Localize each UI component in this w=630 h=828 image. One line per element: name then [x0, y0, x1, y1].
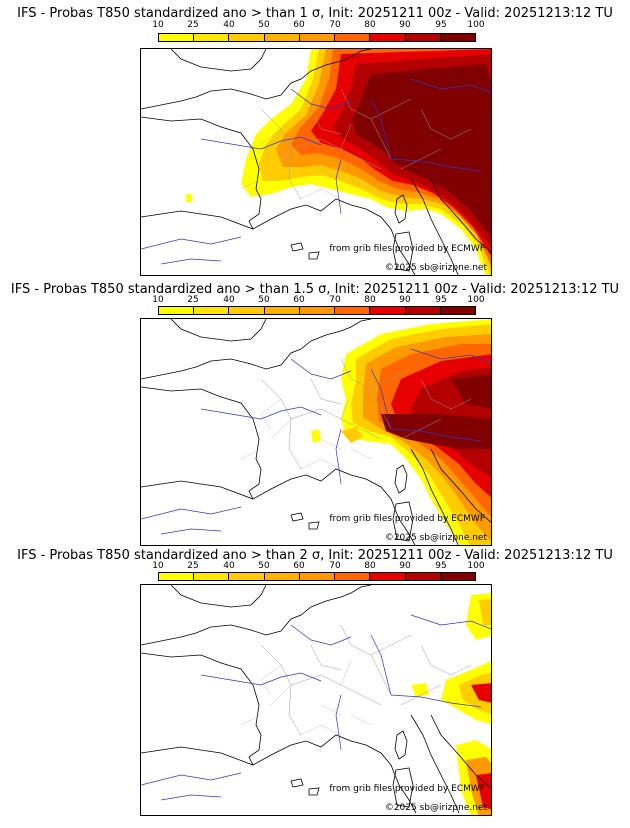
- tick: 100: [467, 20, 485, 30]
- tick: 60: [293, 295, 305, 305]
- tick: 90: [399, 295, 411, 305]
- tick: 25: [187, 561, 199, 571]
- probability-map: from grib files provided by ECMWF ©2025 …: [140, 48, 492, 276]
- colorbar-bin: [264, 573, 300, 580]
- colorbar: [158, 572, 476, 581]
- tick: 95: [435, 295, 447, 305]
- tick: 80: [364, 20, 376, 30]
- colorbar-bin: [440, 573, 475, 580]
- colorbar-bin: [440, 34, 475, 41]
- colorbar-bin: [299, 307, 336, 314]
- map-panel-2: IFS - Probas T850 standardized ano > tha…: [0, 276, 630, 548]
- colorbar-bin: [194, 34, 230, 41]
- tick: 50: [258, 295, 270, 305]
- colorbar-bin: [299, 573, 336, 580]
- colorbar-bin: [370, 573, 406, 580]
- tick: 80: [364, 295, 376, 305]
- colorbar-ticks: 10 25 40 50 60 70 80 90 95 100: [140, 20, 484, 30]
- colorbar-bin: [335, 34, 371, 41]
- colorbar-bin: [159, 307, 195, 314]
- colorbar-bin: [159, 34, 195, 41]
- tick: 60: [293, 561, 305, 571]
- copyright-credit: ©2025 sb@irizpne.net: [384, 803, 487, 813]
- tick: 25: [187, 295, 199, 305]
- colorbar-ticks: 10 25 40 50 60 70 80 90 95 100: [140, 295, 484, 305]
- tick: 100: [467, 295, 485, 305]
- colorbar-bin: [370, 34, 406, 41]
- colorbar: [158, 306, 476, 315]
- colorbar-bin: [264, 307, 300, 314]
- colorbar-bin: [335, 573, 371, 580]
- tick: 40: [223, 561, 235, 571]
- tick: 80: [364, 561, 376, 571]
- colorbar-bin: [194, 573, 230, 580]
- colorbar-bin: [335, 307, 371, 314]
- source-credit: from grib files provided by ECMWF: [329, 784, 485, 794]
- tick: 10: [152, 20, 164, 30]
- colorbar-bin: [405, 34, 441, 41]
- probability-map: from grib files provided by ECMWF ©2025 …: [140, 584, 492, 816]
- panel-title: IFS - Probas T850 standardized ano > tha…: [17, 6, 613, 21]
- copyright-credit: ©2025 sb@irizpne.net: [384, 263, 487, 273]
- map-panel-3: IFS - Probas T850 standardized ano > tha…: [0, 548, 630, 828]
- copyright-credit: ©2025 sb@irizpne.net: [384, 533, 487, 543]
- colorbar: [158, 33, 476, 42]
- tick: 70: [329, 295, 341, 305]
- colorbar-bin: [159, 573, 195, 580]
- tick: 50: [258, 20, 270, 30]
- tick: 95: [435, 561, 447, 571]
- probability-map: from grib files provided by ECMWF ©2025 …: [140, 318, 492, 546]
- panel-title: IFS - Probas T850 standardized ano > tha…: [10, 282, 620, 297]
- colorbar-bin: [194, 307, 230, 314]
- tick: 70: [329, 561, 341, 571]
- panel-title: IFS - Probas T850 standardized ano > tha…: [17, 548, 613, 563]
- colorbar-bin: [299, 34, 336, 41]
- colorbar-bin: [229, 34, 265, 41]
- colorbar-bin: [229, 573, 265, 580]
- tick: 70: [329, 20, 341, 30]
- tick: 25: [187, 20, 199, 30]
- colorbar-ticks: 10 25 40 50 60 70 80 90 95 100: [140, 561, 484, 571]
- source-credit: from grib files provided by ECMWF: [329, 244, 485, 254]
- tick: 60: [293, 20, 305, 30]
- colorbar-bin: [264, 34, 300, 41]
- map-panel-1: IFS - Probas T850 standardized ano > tha…: [0, 0, 630, 276]
- tick: 50: [258, 561, 270, 571]
- source-credit: from grib files provided by ECMWF: [329, 514, 485, 524]
- colorbar-bin: [370, 307, 406, 314]
- colorbar-bin: [440, 307, 475, 314]
- tick: 95: [435, 20, 447, 30]
- tick: 90: [399, 561, 411, 571]
- tick: 40: [223, 20, 235, 30]
- tick: 90: [399, 20, 411, 30]
- colorbar-bin: [405, 307, 441, 314]
- tick: 100: [467, 561, 485, 571]
- colorbar-bin: [405, 573, 441, 580]
- tick: 10: [152, 561, 164, 571]
- colorbar-bin: [229, 307, 265, 314]
- tick: 10: [152, 295, 164, 305]
- tick: 40: [223, 295, 235, 305]
